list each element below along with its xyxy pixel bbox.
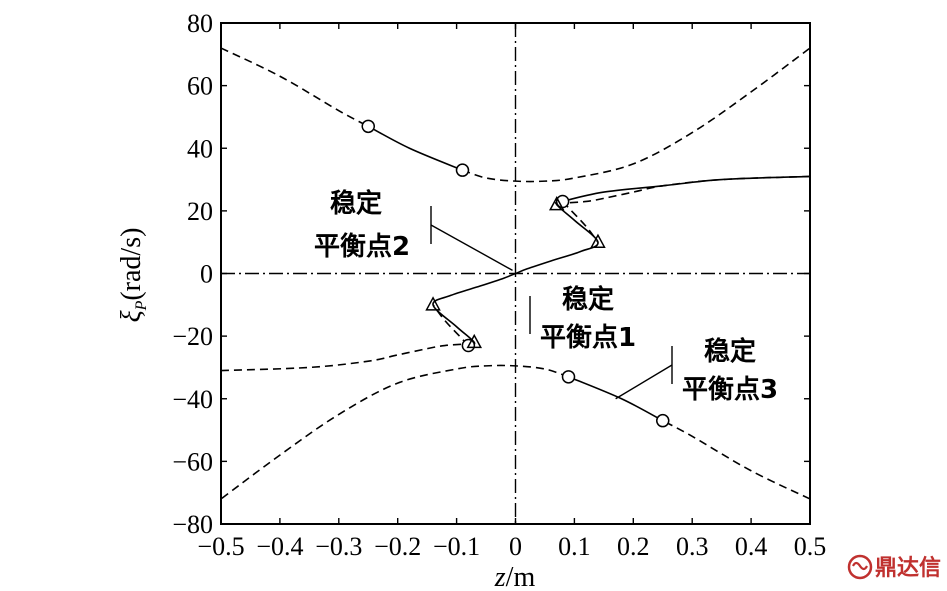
series-dashed-10	[432, 304, 469, 347]
circle-marker	[455, 163, 470, 177]
y-tick-label: −40	[172, 385, 213, 414]
circle-marker	[561, 370, 576, 384]
x-tick-label: −0.5	[197, 532, 244, 561]
annotation-equilibrium-2: 稳定 平衡点2	[314, 188, 513, 271]
triangle-marker	[425, 296, 441, 311]
x-tick-label: 0.4	[735, 532, 768, 561]
y-tick-label: 80	[187, 9, 213, 38]
x-tick-label: 0.2	[617, 532, 650, 561]
series-solid-1	[367, 125, 463, 171]
series-dashed-0	[220, 47, 369, 128]
y-tick-label: −80	[172, 510, 213, 539]
x-tick-label: −0.4	[256, 532, 303, 561]
annotation-2-leader	[430, 224, 513, 271]
annotation-3-leader	[615, 364, 673, 400]
series-dashed-5	[220, 364, 569, 500]
y-axis-title-unit: (rad/s)	[116, 228, 147, 301]
y-tick-label: 20	[187, 197, 213, 226]
series-dashed-2	[462, 47, 811, 183]
circle-marker	[361, 119, 375, 134]
marker-layer	[361, 119, 670, 428]
x-tick-label: 0.1	[558, 532, 591, 561]
watermark: 鼎达信	[847, 554, 941, 581]
x-tick-label: 0.3	[676, 532, 709, 561]
y-axis-title: ξP(rad/s)	[116, 228, 150, 323]
annotation-2-line1: 稳定	[330, 188, 382, 219]
x-tick-label: −0.3	[315, 532, 362, 561]
y-axis-ticks: 80 60 40 20 0 −20 −40 −60 −80	[172, 9, 810, 539]
annotation-equilibrium-3: 稳定 平衡点3	[615, 336, 778, 405]
annotation-3-line2: 平衡点3	[682, 374, 778, 405]
x-tick-label: −0.2	[374, 532, 421, 561]
series-layer	[220, 47, 811, 500]
series-dashed-7	[562, 175, 811, 204]
annotation-1-line2: 平衡点1	[540, 322, 636, 353]
x-tick-label: 0	[509, 532, 522, 561]
x-axis-title-var: z	[494, 562, 506, 591]
x-tick-label: −0.1	[433, 532, 480, 561]
annotation-2-line2: 平衡点2	[314, 231, 410, 262]
x-axis-ticks: −0.5 −0.4 −0.3 −0.2 −0.1 0 0.1 0.2 0.3 0.4 0.5	[197, 23, 826, 561]
y-axis-title-sub: P	[133, 300, 150, 311]
annotation-equilibrium-1: 稳定 平衡点1	[529, 284, 636, 353]
series-dashed-6	[220, 343, 469, 372]
series-dashed-3	[662, 419, 811, 500]
x-axis-title: z/m	[494, 562, 536, 591]
circle-marker	[656, 413, 670, 428]
x-tick-label: 0.5	[794, 532, 827, 561]
ruyi-logo-icon	[847, 554, 873, 580]
watermark-text: 鼎达信	[875, 555, 941, 581]
series-solid-4	[568, 376, 664, 422]
triangle-marker	[466, 333, 483, 349]
y-axis-title-symbol: ξ	[116, 310, 147, 322]
y-tick-label: −20	[172, 322, 213, 351]
triangle-marker	[590, 233, 606, 248]
y-tick-label: 60	[187, 72, 213, 101]
series-solid-8	[432, 175, 811, 347]
y-tick-label: 0	[200, 260, 213, 289]
annotation-1-line1: 稳定	[562, 284, 614, 315]
series-dashed-9	[562, 200, 599, 243]
annotation-3-line1: 稳定	[704, 336, 756, 367]
y-tick-label: −60	[172, 447, 213, 476]
y-tick-label: 40	[187, 134, 213, 163]
triangle-marker	[548, 196, 565, 211]
x-axis-title-unit: /m	[506, 562, 536, 591]
